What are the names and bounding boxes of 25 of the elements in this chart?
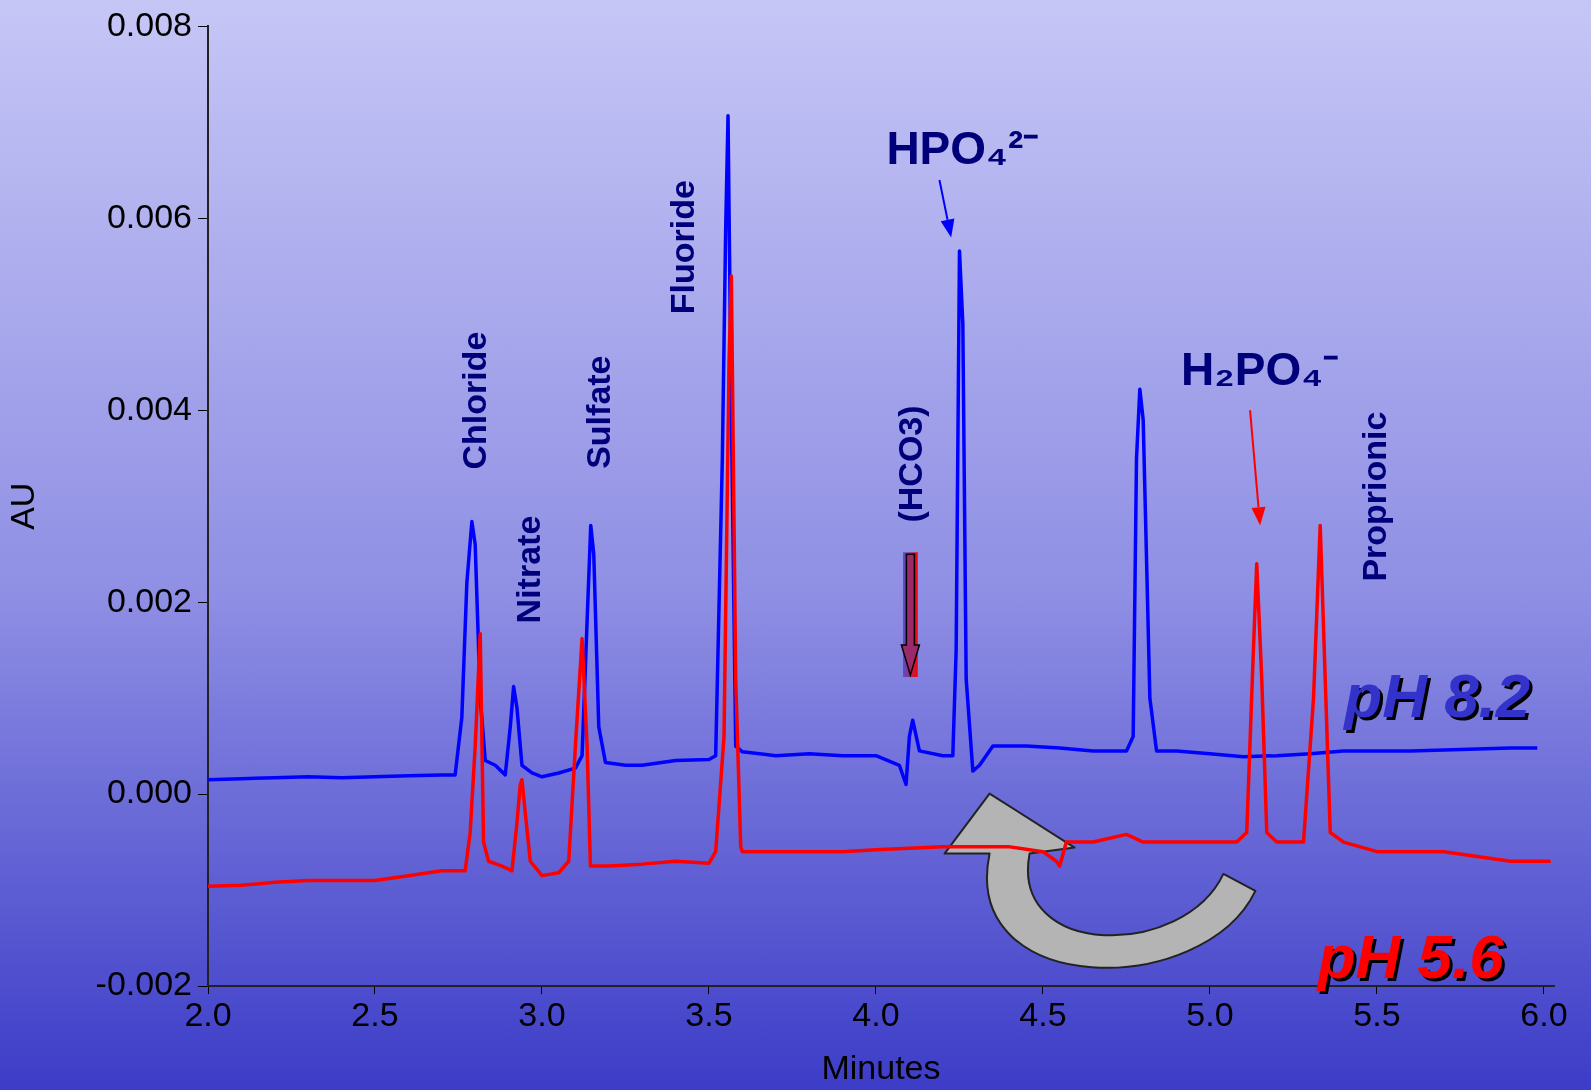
x-tick-label: 3.5 <box>685 994 733 1033</box>
annotation: Proprionic <box>1355 411 1394 582</box>
y-tick-label: 0.008 <box>106 4 192 43</box>
series-label: pH 8.2 <box>1345 664 1534 734</box>
y-tick-label: 0.000 <box>106 772 192 811</box>
y-tick-label: 0.004 <box>106 388 192 427</box>
x-tick-label: 3.0 <box>518 994 566 1033</box>
annotation: Fluoride <box>662 180 701 315</box>
x-tick-label: 4.5 <box>1019 994 1067 1033</box>
annotation: Sulfate <box>578 355 617 469</box>
x-tick-label: 5.5 <box>1353 994 1401 1033</box>
x-tick-label: 2.5 <box>351 994 399 1033</box>
x-tick-label: 6.0 <box>1520 994 1568 1033</box>
annotation: H₂PO₄⁻ <box>1181 342 1340 395</box>
x-tick-label: 5.0 <box>1186 994 1234 1033</box>
x-axis-title: Minutes <box>821 1047 941 1086</box>
y-tick-label: 0.006 <box>106 196 192 235</box>
annotation: (HCO3) <box>891 405 930 523</box>
annotation: Chloride <box>455 331 494 470</box>
x-tick-label: 4.0 <box>852 994 900 1033</box>
annotation: HPO₄²⁻ <box>886 121 1040 174</box>
y-axis-title: AU <box>2 482 41 530</box>
series-label: pH 5.6 <box>1315 922 1505 992</box>
y-tick-label: 0.002 <box>106 580 192 619</box>
annotation: Nitrate <box>509 515 548 624</box>
